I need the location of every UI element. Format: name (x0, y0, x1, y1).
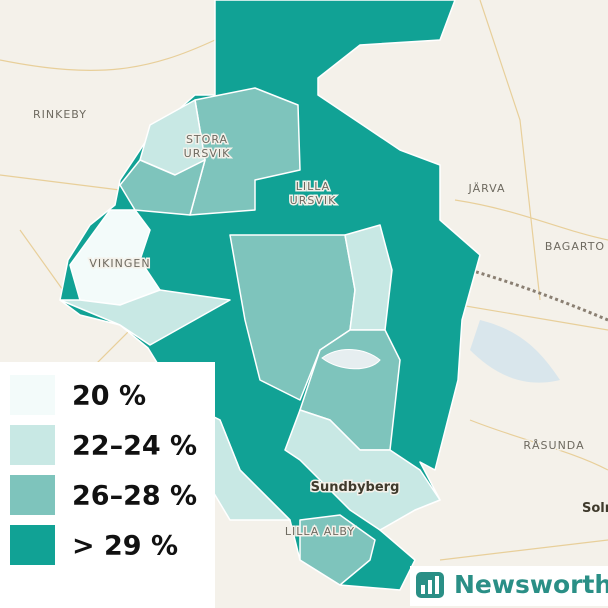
brand-icon (416, 572, 444, 598)
logo-bar (435, 576, 439, 594)
logo-bar (421, 585, 425, 594)
legend-label: > 29 % (72, 531, 178, 562)
legend: 20 % 22–24 % 26–28 % > 29 % (10, 375, 197, 565)
logo-bar (428, 580, 432, 594)
regions (59, 0, 481, 591)
place-label: Sundbyberg (311, 480, 400, 495)
lake (321, 349, 381, 370)
legend-label: 20 % (72, 381, 146, 412)
legend-swatch (10, 525, 55, 565)
place-label: LILLA ALBY (285, 525, 355, 538)
place-label: VIKINGEN (89, 257, 150, 270)
place-label: URSVIK (184, 147, 231, 160)
place-label: BAGARTO (545, 240, 605, 253)
railway (469, 268, 608, 322)
region (344, 224, 393, 331)
lake (470, 320, 560, 383)
place-label: URSVIK (290, 194, 337, 207)
legend-swatch (10, 425, 55, 465)
brand-name: Newsworthy (454, 570, 608, 599)
legend-swatch (10, 375, 55, 415)
region (284, 409, 441, 531)
legend-swatch (10, 475, 55, 515)
place-label: STORA (186, 133, 228, 146)
region (299, 514, 376, 586)
place-label: LILLA (296, 180, 330, 193)
place-label: JÄRVA (468, 182, 506, 195)
place-label: RÅSUNDA (523, 439, 584, 452)
place-label: Soln (582, 501, 608, 516)
region (59, 289, 231, 346)
place-label: RINKEBY (33, 108, 87, 121)
legend-label: 26–28 % (72, 481, 197, 512)
legend-label: 22–24 % (72, 431, 197, 462)
